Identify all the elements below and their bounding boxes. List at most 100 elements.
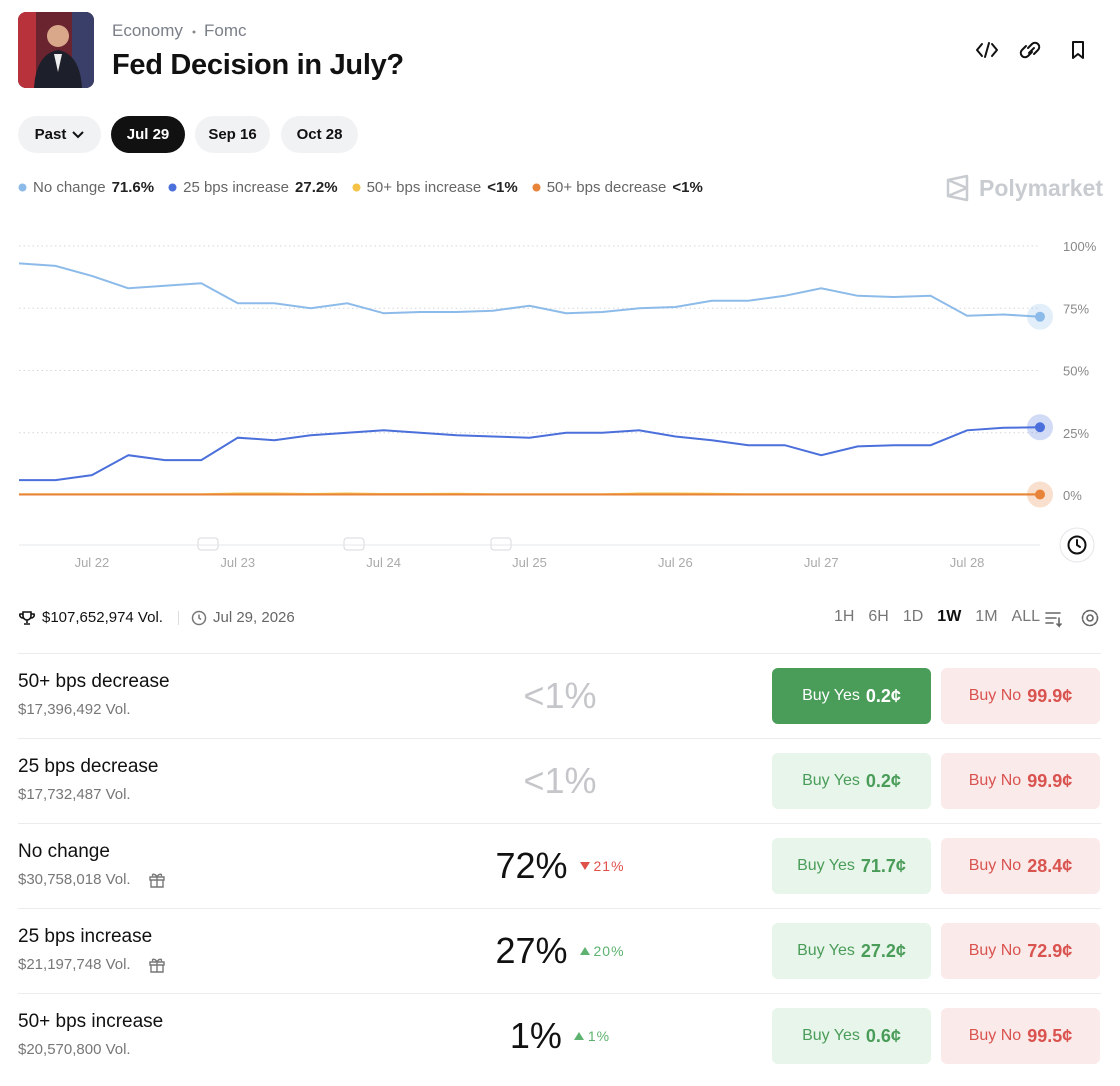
buy-no-label: Buy No: [968, 772, 1022, 789]
sort-button[interactable]: [1045, 612, 1062, 628]
reward-icon: [149, 873, 165, 888]
end-point: [1035, 422, 1045, 433]
market-title: Fed Decision in July?: [112, 49, 404, 81]
header-actions: [976, 41, 1084, 59]
trophy-icon: [19, 611, 35, 625]
time-range[interactable]: 1H: [833, 608, 855, 625]
time-range[interactable]: 6H: [868, 608, 889, 625]
swatch-dot: [18, 183, 27, 192]
swatch-dot: [532, 183, 541, 192]
event-marker[interactable]: [197, 537, 219, 551]
change-label: 21%: [593, 858, 625, 874]
buy-yes-button[interactable]: Buy Yes 27.2¢: [772, 923, 931, 979]
change-group: 1%: [573, 1028, 611, 1044]
breadcrumb-category[interactable]: Economy: [112, 21, 183, 40]
buy-yes-button[interactable]: Buy Yes 0.2¢: [772, 668, 931, 724]
date-tab-label: Jul 29: [126, 126, 170, 143]
legend-name: 50+ bps decrease: [546, 179, 667, 196]
dropdown-icon: [72, 130, 85, 138]
yes-price: 0.2¢: [865, 685, 901, 706]
legend-value: 71.6%: [111, 179, 155, 196]
chart-controls: [1045, 609, 1099, 628]
legend-name: 50+ bps increase: [366, 179, 482, 196]
settings-button[interactable]: [1081, 609, 1099, 627]
legend-item[interactable]: 50+ bps decrease <1%: [532, 179, 703, 196]
no-price: 99.5¢: [1027, 1025, 1073, 1046]
embed-button[interactable]: [976, 42, 998, 58]
outcome-name[interactable]: 50+ bps increase: [18, 1011, 164, 1032]
watermark-text: Polymarket: [979, 174, 1104, 201]
reward-icon: [149, 958, 165, 973]
outcome-chance: <1%: [523, 760, 597, 801]
buy-yes-button[interactable]: Buy Yes 0.6¢: [772, 1008, 931, 1064]
event-marker[interactable]: [343, 537, 365, 551]
market-image: [18, 12, 94, 88]
outcome-name[interactable]: No change: [18, 841, 110, 862]
date-tab[interactable]: Oct 28: [281, 116, 358, 153]
outcome-chance: <1%: [523, 675, 597, 716]
x-tick-label: Jul 28: [950, 555, 985, 570]
outcome-volume: $20,570,800 Vol.: [18, 1041, 131, 1058]
buy-yes-button[interactable]: Buy Yes 71.7¢: [772, 838, 931, 894]
buy-no-button[interactable]: Buy No 99.9¢: [941, 753, 1100, 809]
outcome-chance: 1%: [509, 1015, 562, 1056]
legend-item[interactable]: 25 bps increase 27.2%: [168, 179, 338, 196]
bookmark-button[interactable]: [1072, 41, 1084, 59]
copy-link-button[interactable]: [1019, 41, 1041, 59]
date-tab[interactable]: Jul 29: [111, 116, 185, 153]
event-marker[interactable]: [490, 537, 512, 551]
change-arrow: [573, 1032, 584, 1040]
x-tick-label: Jul 22: [75, 555, 110, 570]
time-range[interactable]: 1W: [937, 608, 962, 625]
end-date: Jul 29, 2026: [213, 609, 295, 626]
outcome-name[interactable]: 25 bps increase: [18, 926, 153, 947]
triangle: [573, 1032, 584, 1040]
no-price: 99.9¢: [1027, 770, 1073, 791]
chance-group: 27% 20%: [440, 928, 680, 974]
row-divider: [18, 738, 1101, 739]
x-tick-label: Jul 23: [220, 555, 255, 570]
time-range[interactable]: 1M: [975, 608, 998, 625]
row-divider: [18, 653, 1101, 654]
separator: [192, 30, 196, 34]
no-price: 99.9¢: [1027, 685, 1073, 706]
y-tick-label: 75%: [1063, 301, 1089, 316]
buy-yes-label: Buy Yes: [797, 857, 855, 874]
outcome-name[interactable]: 50+ bps decrease: [18, 671, 170, 692]
row-divider: [18, 993, 1101, 994]
clock-icon: [191, 610, 207, 626]
time-range[interactable]: 1D: [902, 608, 924, 625]
legend-value: <1%: [672, 179, 703, 196]
chevron: [72, 130, 85, 138]
outcome-volume: $17,732,487 Vol.: [18, 786, 131, 803]
date-tab[interactable]: Past: [18, 116, 101, 153]
outcome-name[interactable]: 25 bps decrease: [18, 756, 159, 777]
change-label: 1%: [587, 1028, 611, 1044]
x-tick-label: Jul 24: [366, 555, 401, 570]
time-range[interactable]: ALL: [1011, 608, 1040, 625]
change-arrow: [579, 862, 590, 870]
row-divider: [18, 908, 1101, 909]
breadcrumb-subcategory[interactable]: Fomc: [204, 21, 247, 40]
y-tick-label: 0%: [1063, 488, 1082, 503]
outcome-volume: $21,197,748 Vol.: [18, 956, 131, 973]
date-tab[interactable]: Sep 16: [195, 116, 270, 153]
series-line: [19, 426, 1041, 482]
chance-group: 1% 1%: [440, 1013, 680, 1059]
buy-no-button[interactable]: Buy No 99.5¢: [941, 1008, 1100, 1064]
end-point: [1035, 489, 1045, 500]
buy-yes-button[interactable]: Buy Yes 0.2¢: [772, 753, 931, 809]
buy-yes-label: Buy Yes: [802, 1027, 860, 1044]
legend-item[interactable]: No change 71.6%: [18, 179, 154, 196]
legend-item[interactable]: 50+ bps increase <1%: [352, 179, 518, 196]
chance-group: <1%: [440, 673, 680, 719]
legend-value: <1%: [487, 179, 518, 196]
history-button[interactable]: [1059, 527, 1095, 563]
buy-no-button[interactable]: Buy No 72.9¢: [941, 923, 1100, 979]
buy-no-button[interactable]: Buy No 28.4¢: [941, 838, 1100, 894]
buy-no-button[interactable]: Buy No 99.9¢: [941, 668, 1100, 724]
triangle: [579, 947, 590, 955]
outcome-chance: 27%: [495, 930, 568, 971]
no-price: 72.9¢: [1027, 940, 1073, 961]
